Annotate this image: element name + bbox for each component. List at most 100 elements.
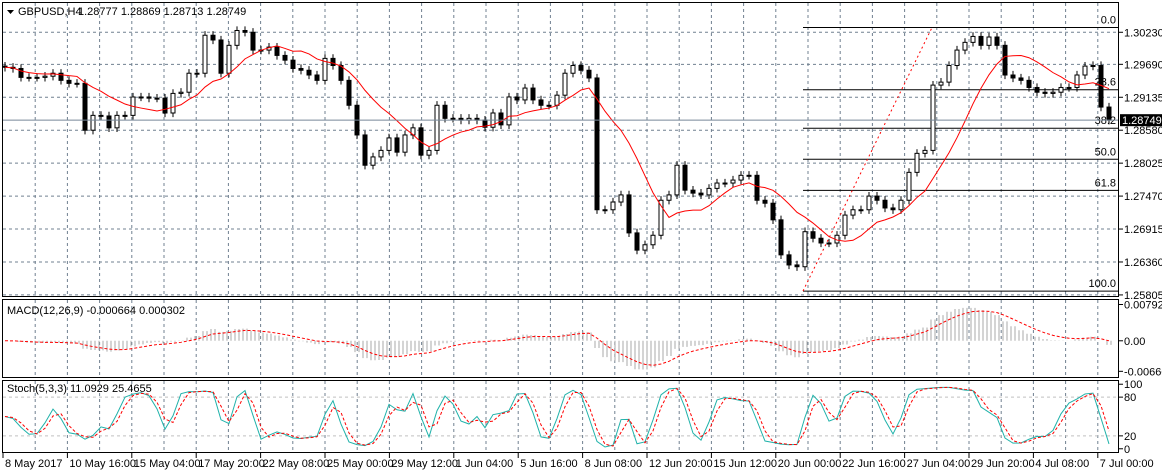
candle-bull (34, 76, 40, 79)
candle-bear (298, 67, 304, 71)
candle-bear (250, 31, 256, 51)
candle-bear (362, 134, 368, 166)
candle-bear (442, 104, 448, 119)
stoch-signal-line (4, 386, 1110, 447)
fib-level-label: 50.0 (1095, 146, 1116, 158)
candle-bull (706, 187, 712, 196)
candle-bull (378, 149, 384, 158)
candle-bear (634, 232, 640, 251)
candle-bull (122, 114, 128, 117)
candle-bull (938, 81, 944, 86)
price-tick-label: 1.28025 (1124, 158, 1162, 170)
candle-bull (842, 214, 848, 236)
candle-bull (186, 72, 192, 93)
price-axis[interactable]: 1.30230 1.29690 1.29135 1.28580 1.28025 1.274… (1119, 27, 1162, 302)
candle-bull (930, 84, 936, 151)
candle-bear (330, 57, 336, 67)
stoch-tick-label: 100 (1124, 379, 1142, 391)
candle-bull (90, 114, 96, 131)
candle-bull (650, 234, 656, 246)
time-tick-label: 5 Jun 16:00 (520, 458, 578, 470)
candle-bull (506, 96, 512, 126)
stoch-main-line (4, 386, 1110, 448)
candle-bear (346, 79, 352, 106)
candle-bull (42, 75, 48, 78)
candle-bear (1106, 106, 1112, 121)
stoch-tick-label: 0 (1124, 444, 1130, 456)
candle-bear (762, 199, 768, 204)
candle-bull (922, 149, 928, 154)
candle-bull (1090, 65, 1096, 68)
candle-bull (234, 29, 240, 46)
candle-bull (450, 117, 456, 120)
candle-bull (402, 134, 408, 153)
candle-bear (794, 264, 800, 268)
candle-bull (178, 91, 184, 94)
candle-bull (522, 87, 528, 101)
time-tick-label: 29 May 12:00 (391, 458, 458, 470)
candle-bear (98, 114, 104, 117)
candle-bull (562, 72, 568, 96)
macd-tick-label: 0.00792 (1124, 299, 1162, 311)
candle-bull (194, 72, 200, 75)
candle-bear (290, 59, 296, 69)
candle-bull (746, 174, 752, 177)
candle-bull (170, 92, 176, 114)
candle-bull (962, 41, 968, 51)
time-tick-label: 15 Jun 12:00 (713, 458, 777, 470)
candle-bear (242, 29, 248, 33)
candle-bear (514, 96, 520, 101)
price-tick-label: 1.26915 (1124, 224, 1162, 236)
candle-bear (890, 207, 896, 211)
candle-bear (314, 74, 320, 81)
candle-bear (1002, 44, 1008, 76)
candle-bull (114, 114, 120, 129)
candle-bear (66, 79, 72, 84)
price-tick-label: 1.30230 (1124, 27, 1162, 39)
candle-bear (578, 65, 584, 71)
candle-bear (210, 34, 216, 41)
time-tick-label: 22 Jun 16:00 (842, 458, 906, 470)
time-tick-label: 27 Jun 04:00 (907, 458, 971, 470)
candle-bull (1050, 91, 1056, 94)
candle-bear (18, 67, 24, 78)
candle-bull (1058, 86, 1064, 93)
candle-bull (906, 171, 912, 201)
candle-bull (722, 182, 728, 185)
candle-bull (1066, 86, 1072, 89)
candle-bull (970, 35, 976, 43)
price-tick-label: 1.27470 (1124, 191, 1162, 203)
candle-bull (74, 82, 80, 85)
candle-bull (26, 76, 32, 79)
main-panel-border (2, 2, 1119, 297)
triangle-down-icon[interactable] (7, 10, 14, 14)
candle-bull (570, 65, 576, 74)
current-price-badge (1120, 114, 1162, 127)
candle-bull (618, 194, 624, 203)
candle-bull (738, 174, 744, 181)
candle-bear (58, 72, 64, 81)
chart-ohlc-label: 1.28777 1.28869 1.28713 1.28749 (78, 6, 246, 18)
candle-bear (626, 194, 632, 234)
candle-bull (202, 34, 208, 74)
candle-bear (1034, 86, 1040, 93)
candle-bear (770, 202, 776, 221)
time-tick-label: 22 May 08:00 (263, 458, 330, 470)
current-price-label: 1.28749 (1122, 115, 1162, 127)
candle-bear (682, 164, 688, 191)
candle-bear (690, 189, 696, 194)
time-tick-label: 1 Jun 04:00 (456, 458, 514, 470)
candle-bull (714, 182, 720, 189)
candle-bull (802, 231, 808, 268)
candle-bear (698, 192, 704, 196)
macd-panel: 0.00792 0.00 -0.006661 (4, 299, 1162, 378)
fib-trendline (802, 27, 933, 292)
candle-bear (1026, 79, 1032, 88)
macd-panel-border (2, 299, 1119, 378)
time-tick-label: 29 Jun 20:00 (971, 458, 1035, 470)
time-tick-label: 12 Jun 20:00 (649, 458, 713, 470)
candle-bull (826, 242, 832, 245)
